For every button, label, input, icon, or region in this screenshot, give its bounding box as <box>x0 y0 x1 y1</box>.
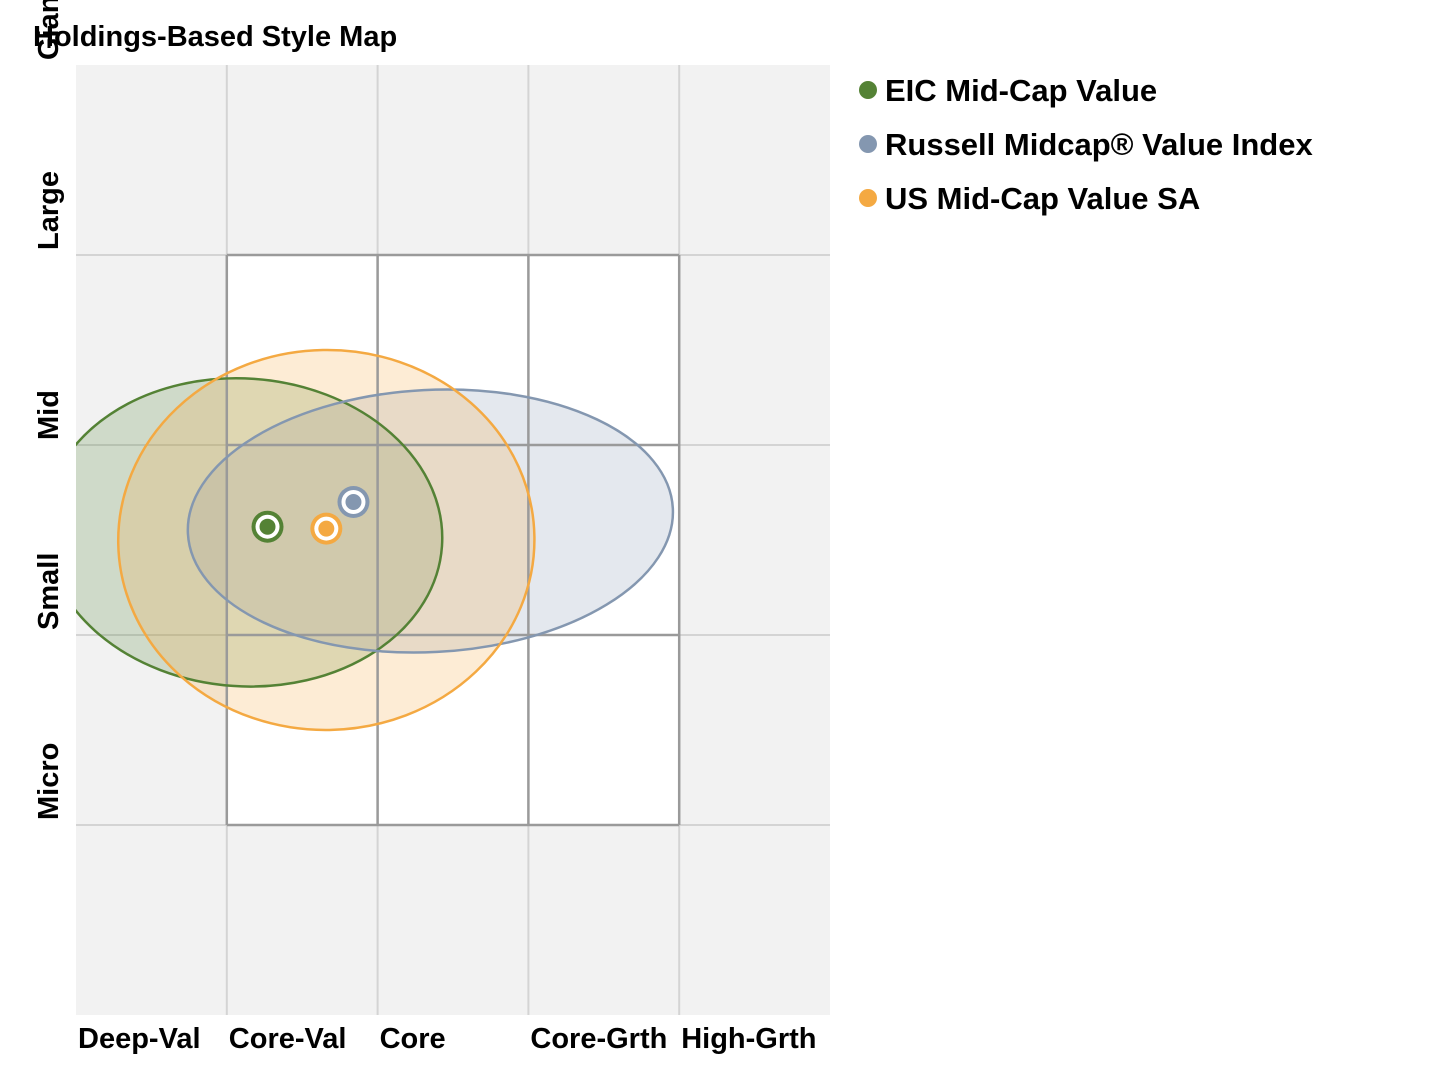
x-tick-label: Deep-Val <box>78 1023 201 1055</box>
legend-item: EIC Mid-Cap Value <box>859 73 1157 108</box>
y-tick-label: Mid <box>33 390 65 440</box>
x-tick-label: Core-Val <box>229 1023 347 1055</box>
legend-label: US Mid-Cap Value SA <box>885 181 1200 216</box>
legend-swatch <box>859 81 877 99</box>
centroid-dot <box>345 494 362 510</box>
y-tick-label: Small <box>33 553 65 630</box>
legend-label: EIC Mid-Cap Value <box>885 73 1157 108</box>
legend-item: US Mid-Cap Value SA <box>859 181 1200 216</box>
ellipse-outline-1 <box>76 376 444 688</box>
centroid-marker-3 <box>310 512 343 545</box>
legend-label: Russell Midcap® Value Index <box>885 127 1313 162</box>
ellipse-outline-group <box>76 348 675 732</box>
ellipse-outline-2 <box>186 388 675 654</box>
y-tick-label: Micro <box>33 743 65 820</box>
legend-item: Russell Midcap® Value Index <box>859 127 1313 162</box>
x-tick-label: High-Grth <box>681 1023 816 1055</box>
legend-swatch <box>859 135 877 153</box>
x-tick-label: Core-Grth <box>530 1023 667 1055</box>
y-tick-label: Giant <box>33 0 65 60</box>
chart-title: Holdings-Based Style Map <box>33 21 397 53</box>
legend-swatch <box>859 189 877 207</box>
x-tick-label: Core <box>380 1023 446 1055</box>
y-tick-label: Large <box>33 171 65 250</box>
centroid-marker-1 <box>251 510 284 543</box>
centroid-dot <box>259 518 276 535</box>
ellipse-fill-2 <box>187 389 673 653</box>
ellipse-outline-3 <box>116 348 536 732</box>
centroid-dot <box>318 520 335 537</box>
legend: EIC Mid-Cap Value Russell Midcap® Value I… <box>859 73 1313 216</box>
ellipse-fill-1 <box>76 378 443 687</box>
centroid-marker-2 <box>337 486 370 518</box>
plot-area: Deep-Val Core-Val Core Core-Grth High-Grth Gi… <box>33 0 830 1055</box>
